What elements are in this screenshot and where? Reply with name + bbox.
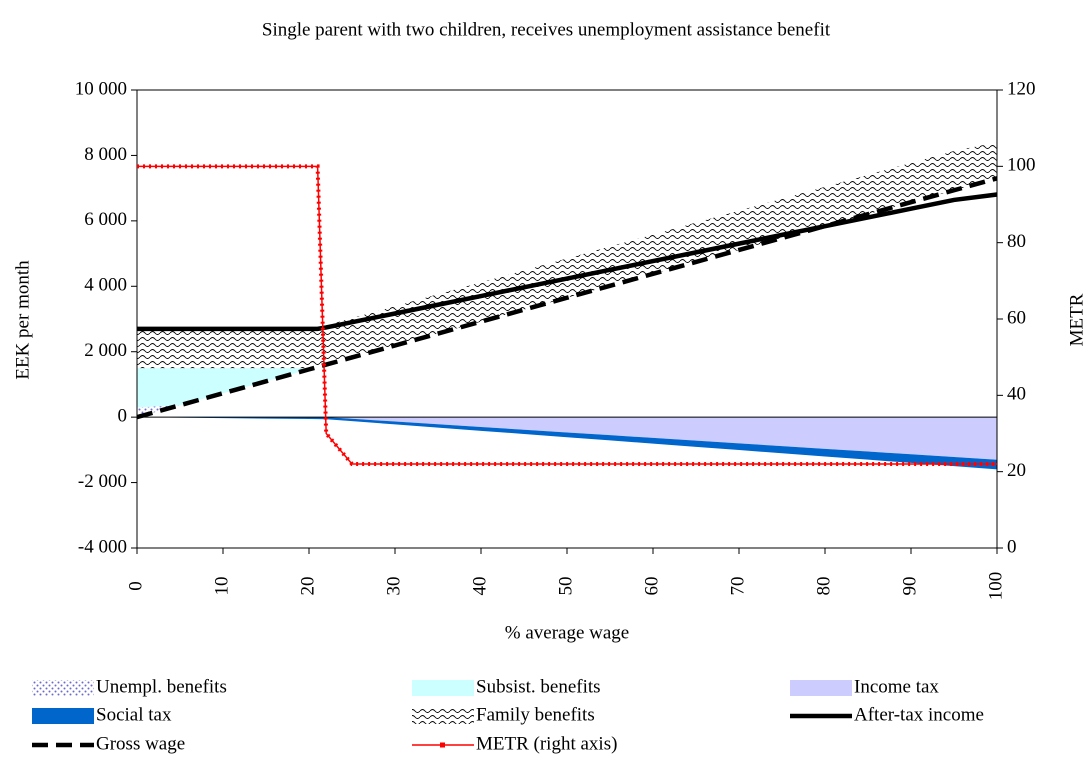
- x-tick-label: 90: [899, 577, 920, 596]
- x-tick-label: 0: [125, 581, 146, 591]
- y2-tick-label: 40: [1007, 384, 1026, 405]
- x-tick-label: 80: [813, 577, 834, 596]
- legend-label: Income tax: [854, 676, 939, 697]
- legend-swatch: [32, 708, 94, 724]
- y-tick-label: 4 000: [84, 275, 127, 296]
- legend-label: Family benefits: [476, 704, 595, 725]
- y2-tick-label: 20: [1007, 460, 1026, 481]
- x-tick-label: 50: [555, 577, 576, 596]
- legend-label: Subsist. benefits: [476, 676, 601, 697]
- legend-marker: [440, 742, 445, 748]
- area: [137, 142, 997, 369]
- x-tick-label: 70: [727, 577, 748, 596]
- legend-label: Gross wage: [96, 733, 185, 754]
- y-tick-label: 0: [118, 406, 128, 427]
- y-tick-label: 6 000: [84, 209, 127, 230]
- x-tick-label: 30: [383, 577, 404, 596]
- legend-swatch: [32, 680, 94, 696]
- y2-tick-label: 0: [1007, 536, 1017, 557]
- area: [137, 417, 997, 460]
- legend-label: After-tax income: [854, 704, 984, 725]
- x-axis-label: % average wage: [505, 622, 629, 643]
- x-tick-label: 100: [985, 572, 1006, 601]
- y2-tick-label: 100: [1007, 155, 1036, 176]
- legend-swatch: [412, 708, 474, 724]
- y2-axis-label: METR: [1066, 293, 1087, 346]
- line-markers: [137, 164, 997, 467]
- x-tick-label: 60: [641, 577, 662, 596]
- y2-tick-label: 80: [1007, 231, 1026, 252]
- y-tick-label: 10 000: [75, 78, 127, 99]
- y-tick-label: 8 000: [84, 144, 127, 165]
- y2-tick-label: 120: [1007, 78, 1036, 99]
- y-tick-label: -4 000: [78, 536, 127, 557]
- line: [136, 176, 998, 420]
- y-axis-label: EEK per month: [12, 260, 33, 380]
- legend-label: Unempl. benefits: [96, 676, 227, 697]
- y-tick-label: 2 000: [84, 340, 127, 361]
- legend-swatch: [790, 680, 852, 696]
- legend-label: Social tax: [96, 704, 172, 725]
- x-tick-label: 10: [211, 577, 232, 596]
- chart-title: Single parent with two children, receive…: [262, 19, 831, 40]
- y-tick-label: -2 000: [78, 471, 127, 492]
- legend-swatch: [412, 680, 474, 696]
- x-tick-label: 40: [469, 577, 490, 596]
- x-tick-label: 20: [297, 577, 318, 596]
- plot-frame: [136, 89, 998, 549]
- legend-label: METR (right axis): [476, 733, 617, 754]
- y2-tick-label: 60: [1007, 307, 1026, 328]
- area: [137, 178, 997, 408]
